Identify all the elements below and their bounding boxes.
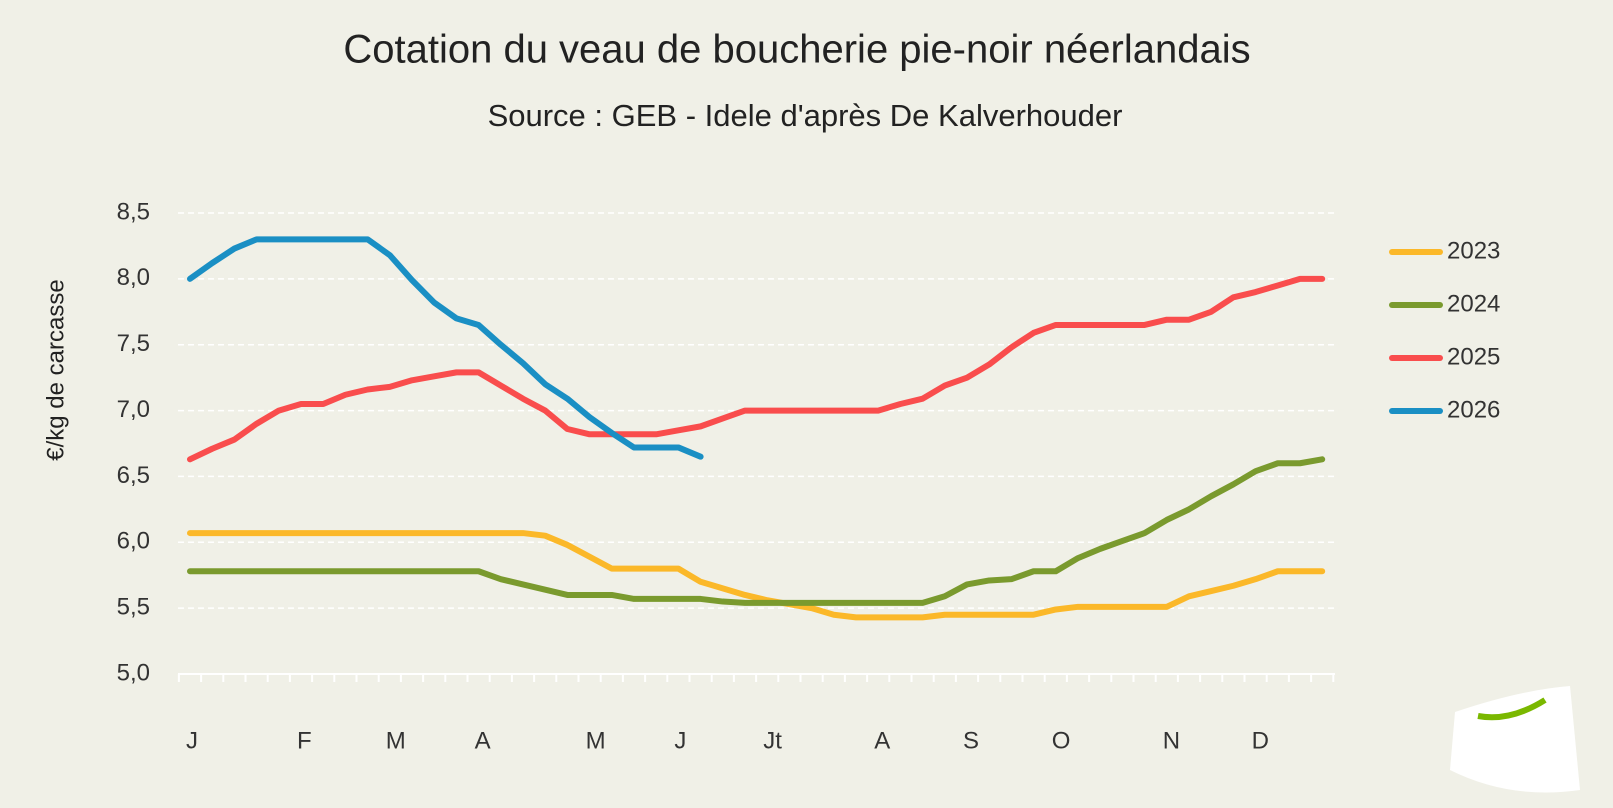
- y-tick-label: 8,5: [117, 198, 150, 225]
- x-tick-label: O: [1052, 727, 1071, 754]
- y-tick-label: 7,5: [117, 330, 150, 357]
- y-tick-label: 6,0: [117, 528, 150, 555]
- y-tick-label: 8,0: [117, 264, 150, 291]
- legend-label: 2025: [1447, 343, 1500, 370]
- legend-label: 2024: [1447, 290, 1500, 317]
- series-line: [187, 530, 1326, 621]
- x-tick-label: Jt: [763, 727, 782, 754]
- x-tick-label: A: [874, 727, 890, 754]
- legend-label: 2026: [1447, 396, 1500, 423]
- chart-title: Cotation du veau de boucherie pie-noir n…: [343, 28, 1250, 72]
- x-tick-label: J: [186, 727, 198, 754]
- x-tick-label: S: [963, 727, 979, 754]
- y-axis-label: €/kg de carcasse: [42, 279, 69, 460]
- x-tick-label: A: [475, 727, 491, 754]
- y-tick-label: 5,0: [117, 659, 150, 686]
- x-tick-label: M: [386, 727, 406, 754]
- x-tick-label: M: [586, 727, 606, 754]
- series-line: [187, 236, 704, 460]
- x-tick-label: F: [297, 727, 312, 754]
- y-tick-label: 5,5: [117, 593, 150, 620]
- chart-subtitle: Source : GEB - Idele d'après De Kalverho…: [488, 98, 1123, 133]
- legend-label: 2023: [1447, 237, 1500, 264]
- y-tick-label: 7,0: [117, 396, 150, 423]
- series-line: [187, 275, 1326, 463]
- x-tick-label: D: [1252, 727, 1269, 754]
- series-line: [187, 456, 1326, 606]
- logo: [1450, 686, 1580, 793]
- x-tick-label: N: [1163, 727, 1180, 754]
- x-tick-label: J: [674, 727, 686, 754]
- y-tick-label: 6,5: [117, 462, 150, 489]
